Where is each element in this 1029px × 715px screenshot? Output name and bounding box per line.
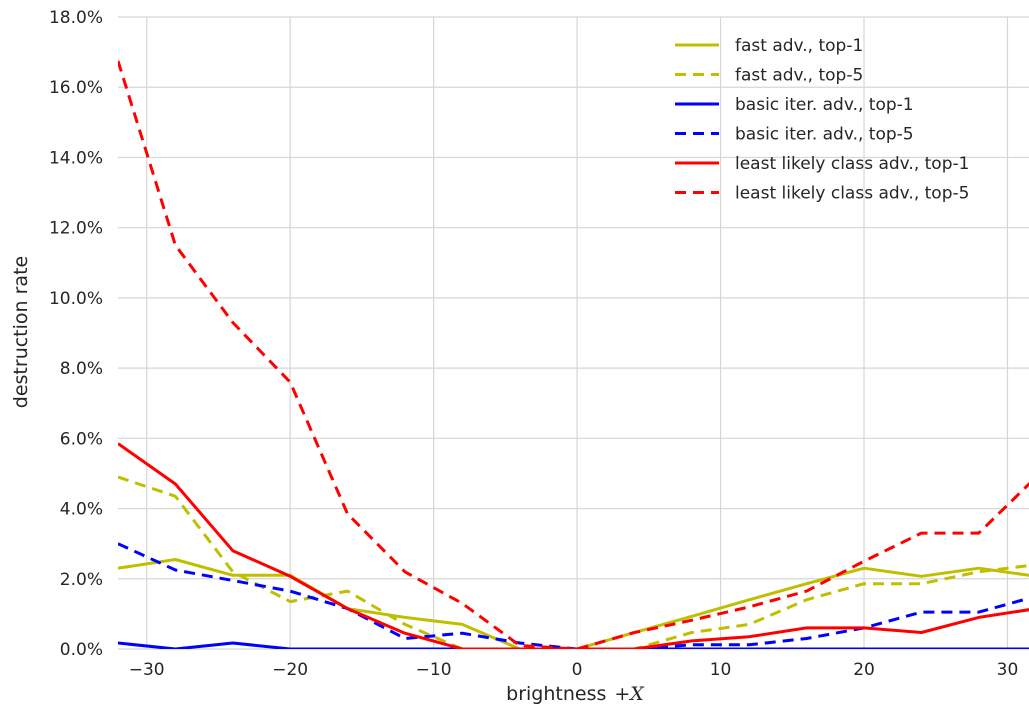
y-tick-label: 18.0% [49, 8, 103, 28]
y-tick-label: 16.0% [49, 78, 103, 98]
gridlines [118, 16, 1029, 650]
x-axis-label-math: +X [614, 683, 645, 705]
series-line-3 [118, 641, 1029, 649]
tick-labels: 0.0% 2.0% 4.0% 6.0% 8.0% 10.0% 12.0% 14.0% 16.0%… [49, 8, 1018, 680]
series-lines [118, 60, 1029, 649]
legend-label: basic iter. adv., top-1 [735, 95, 914, 115]
legend: fast adv., top-1 fast adv., top-5 basic it… [675, 36, 969, 204]
legend-label: least likely class adv., top-5 [735, 184, 969, 204]
y-tick-label: 10.0% [49, 289, 103, 309]
series-line-6 [118, 60, 1029, 649]
x-tick-label: −10 [416, 660, 452, 680]
y-tick-label: 2.0% [60, 570, 103, 590]
y-tick-label: 14.0% [49, 148, 103, 168]
x-tick-label: −20 [272, 660, 308, 680]
series-line-1 [118, 558, 1029, 649]
y-tick-label: 8.0% [60, 359, 103, 379]
y-axis-label: destruction rate [10, 256, 32, 408]
series-line-2 [118, 475, 1029, 649]
y-tick-label: 12.0% [49, 219, 103, 239]
legend-label: basic iter. adv., top-5 [735, 125, 914, 145]
x-axis-label-text: brightness [506, 683, 606, 705]
y-tick-label: 6.0% [60, 429, 103, 449]
legend-label: fast adv., top-5 [735, 66, 863, 86]
x-tick-label: 20 [853, 660, 875, 680]
legend-label: least likely class adv., top-1 [735, 154, 969, 174]
y-tick-label: 4.0% [60, 500, 103, 520]
x-tick-label: 30 [997, 660, 1019, 680]
x-axis-label: brightness +X [506, 683, 645, 705]
x-tick-label: −30 [129, 660, 165, 680]
x-tick-label: 10 [710, 660, 732, 680]
series-line-5 [118, 442, 1029, 649]
y-tick-label: 0.0% [60, 640, 103, 660]
x-tick-label: 0 [572, 660, 583, 680]
legend-label: fast adv., top-1 [735, 36, 863, 56]
